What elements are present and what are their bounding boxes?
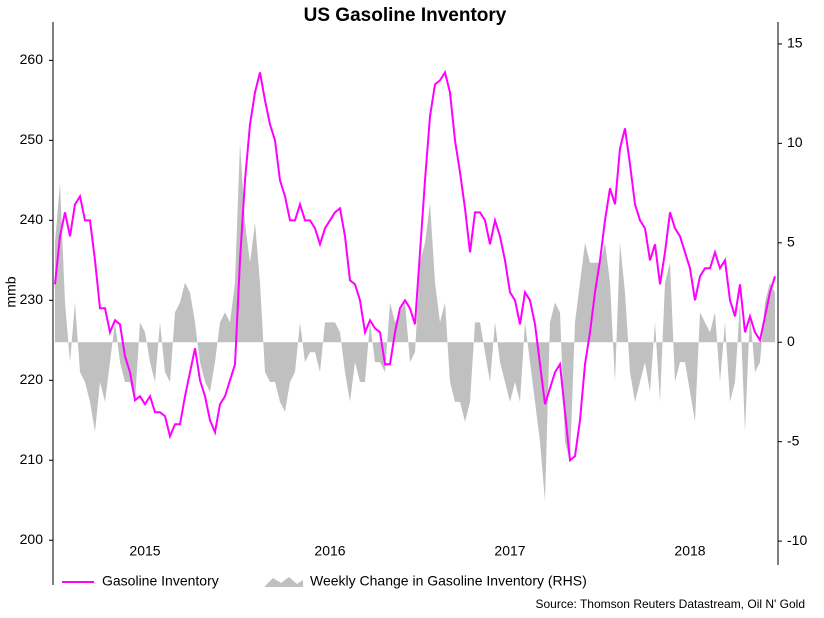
line: [54, 69, 776, 463]
y-tick-label: 210: [20, 451, 44, 467]
y2-tick-label: 5: [787, 234, 795, 250]
x-tick-label: 2018: [674, 543, 705, 559]
y2-tick-label: 10: [787, 134, 803, 150]
x-tick-label: 2016: [314, 543, 345, 559]
y-axis-label: mmb: [3, 276, 19, 307]
legend-label: Weekly Change in Gasoline Inventory (RHS…: [310, 573, 587, 589]
legend-swatch: [265, 577, 303, 587]
chart-title: US Gasoline Inventory: [304, 5, 507, 26]
y-tick-label: 260: [20, 51, 44, 67]
legend-label: Gasoline Inventory: [102, 573, 219, 589]
y-tick-label: 240: [20, 211, 44, 227]
y-tick-label: 230: [20, 291, 44, 307]
y2-tick-label: -10: [787, 532, 807, 548]
y2-tick-label: -5: [787, 432, 800, 448]
y2-tick-label: 15: [787, 35, 803, 51]
y-tick-label: 200: [20, 531, 44, 547]
x-tick-label: 2015: [129, 543, 160, 559]
x-tick-label: 2017: [494, 543, 525, 559]
y2-tick-label: 0: [787, 333, 795, 349]
y-tick-label: 220: [20, 371, 44, 387]
y-tick-label: 250: [20, 131, 44, 147]
source: Source: Thomson Reuters Datastream, Oil …: [535, 597, 805, 611]
